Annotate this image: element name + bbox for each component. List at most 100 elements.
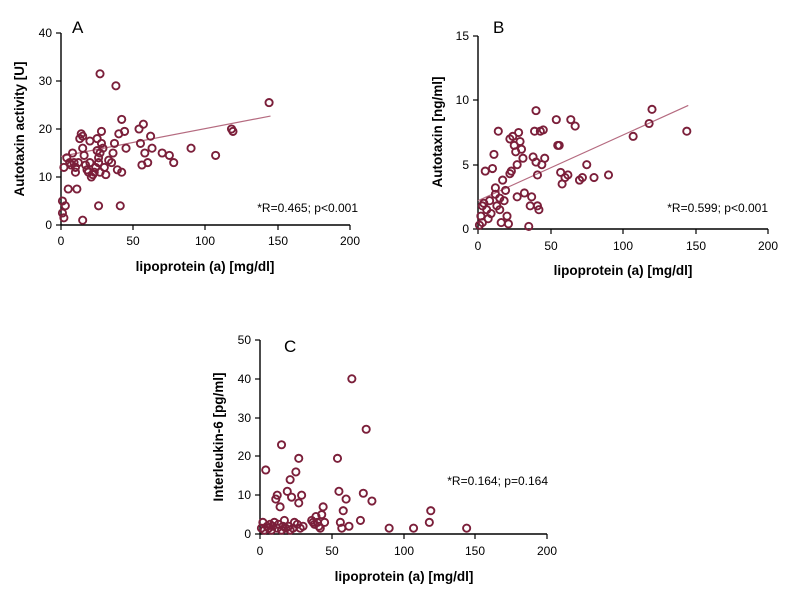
data-point [115,201,125,211]
x-tick-label: 200 [758,239,778,253]
y-tick-label: 15 [456,29,470,43]
regression-line [60,115,271,157]
data-point [512,160,522,170]
data-point [94,153,104,163]
data-point [117,114,127,124]
data-point [566,115,576,125]
data-point [384,523,394,533]
x-tick-label: 150 [686,239,706,253]
data-point [59,213,69,223]
data-point [63,184,73,194]
data-point [486,209,496,219]
data-point [169,158,179,168]
regression-line [477,104,689,202]
data-point [318,502,328,512]
data-point [297,490,307,500]
data-point [320,517,330,527]
data-point [341,494,351,504]
x-axis-title: lipoprotein (a) [mg/dl] [335,569,474,584]
data-point [628,131,638,141]
data-point [462,523,472,533]
x-tick-label: 50 [126,234,140,248]
data-point [338,506,348,516]
x-tick-label: 200 [340,234,360,248]
panel-c: C 0 10 20 30 40 50 0 50 100 150 200 lipo… [211,333,557,584]
y-tick-label: 20 [238,449,252,463]
x-axis-title: lipoprotein (a) [mg/dl] [136,259,275,274]
data-point [109,138,120,148]
data-point [515,136,525,147]
data-point [70,167,80,177]
data-point [344,521,354,531]
panel-letter: B [493,18,504,37]
data-point [287,492,297,502]
data-point [490,183,500,193]
data-point [275,502,285,512]
x-tick-label: 0 [475,239,482,253]
data-point [577,172,587,183]
data-point [647,104,657,114]
data-point [68,148,78,158]
y-tick-label: 40 [238,372,252,386]
data-point [108,148,118,158]
x-tick-label: 0 [58,234,65,248]
data-point [495,205,505,215]
data-point [408,523,419,533]
data-point [95,69,105,79]
correlation-annotation: *R=0.164; p=0.164 [447,474,548,488]
data-point [85,158,95,168]
data-point [261,465,271,475]
y-tick-label: 50 [238,333,252,347]
data-point [78,131,88,141]
y-tick-label: 5 [462,158,469,172]
data-point [294,453,304,463]
data-point [186,143,196,153]
data-point [98,143,108,153]
data-point [525,201,535,211]
data-point [101,170,111,180]
data-point [502,211,512,221]
data-point [157,148,167,158]
scatter-points [474,104,692,231]
data-point [538,125,548,135]
data-point [264,98,274,108]
data-point [94,201,104,211]
data-point [228,126,238,136]
y-axis-title: Autotaxin activity [U] [12,61,27,196]
data-point [358,488,368,498]
y-tick-label: 40 [39,26,53,40]
correlation-annotation: *R=0.465; p<0.001 [257,201,358,215]
panel-b: B 0 5 10 15 0 50 100 150 200 lipoprotein… [430,18,778,278]
x-tick-label: 150 [465,544,485,558]
scatter-points [256,374,472,535]
data-point [493,126,503,136]
panel-letter: C [284,337,296,356]
x-tick-label: 100 [195,234,215,248]
data-point [524,221,534,231]
x-tick-label: 100 [613,239,633,253]
x-tick-label: 150 [268,234,288,248]
data-point [487,163,498,174]
data-point [554,140,564,150]
data-point [426,506,436,516]
data-point [282,486,292,496]
data-point [480,166,490,176]
data-point [485,196,495,206]
data-point [644,118,654,129]
data-point [143,158,153,168]
x-tick-label: 200 [537,544,557,558]
data-point [117,167,127,177]
data-point [506,166,516,176]
data-point [514,127,524,138]
data-point [361,424,371,434]
data-point [503,219,514,229]
data-point [291,467,301,477]
x-tick-label: 0 [257,544,264,558]
data-point [589,172,599,183]
data-point [531,106,541,116]
scatter-points [57,69,274,225]
data-point [551,115,561,125]
data-point [147,143,157,153]
data-point [78,215,88,225]
